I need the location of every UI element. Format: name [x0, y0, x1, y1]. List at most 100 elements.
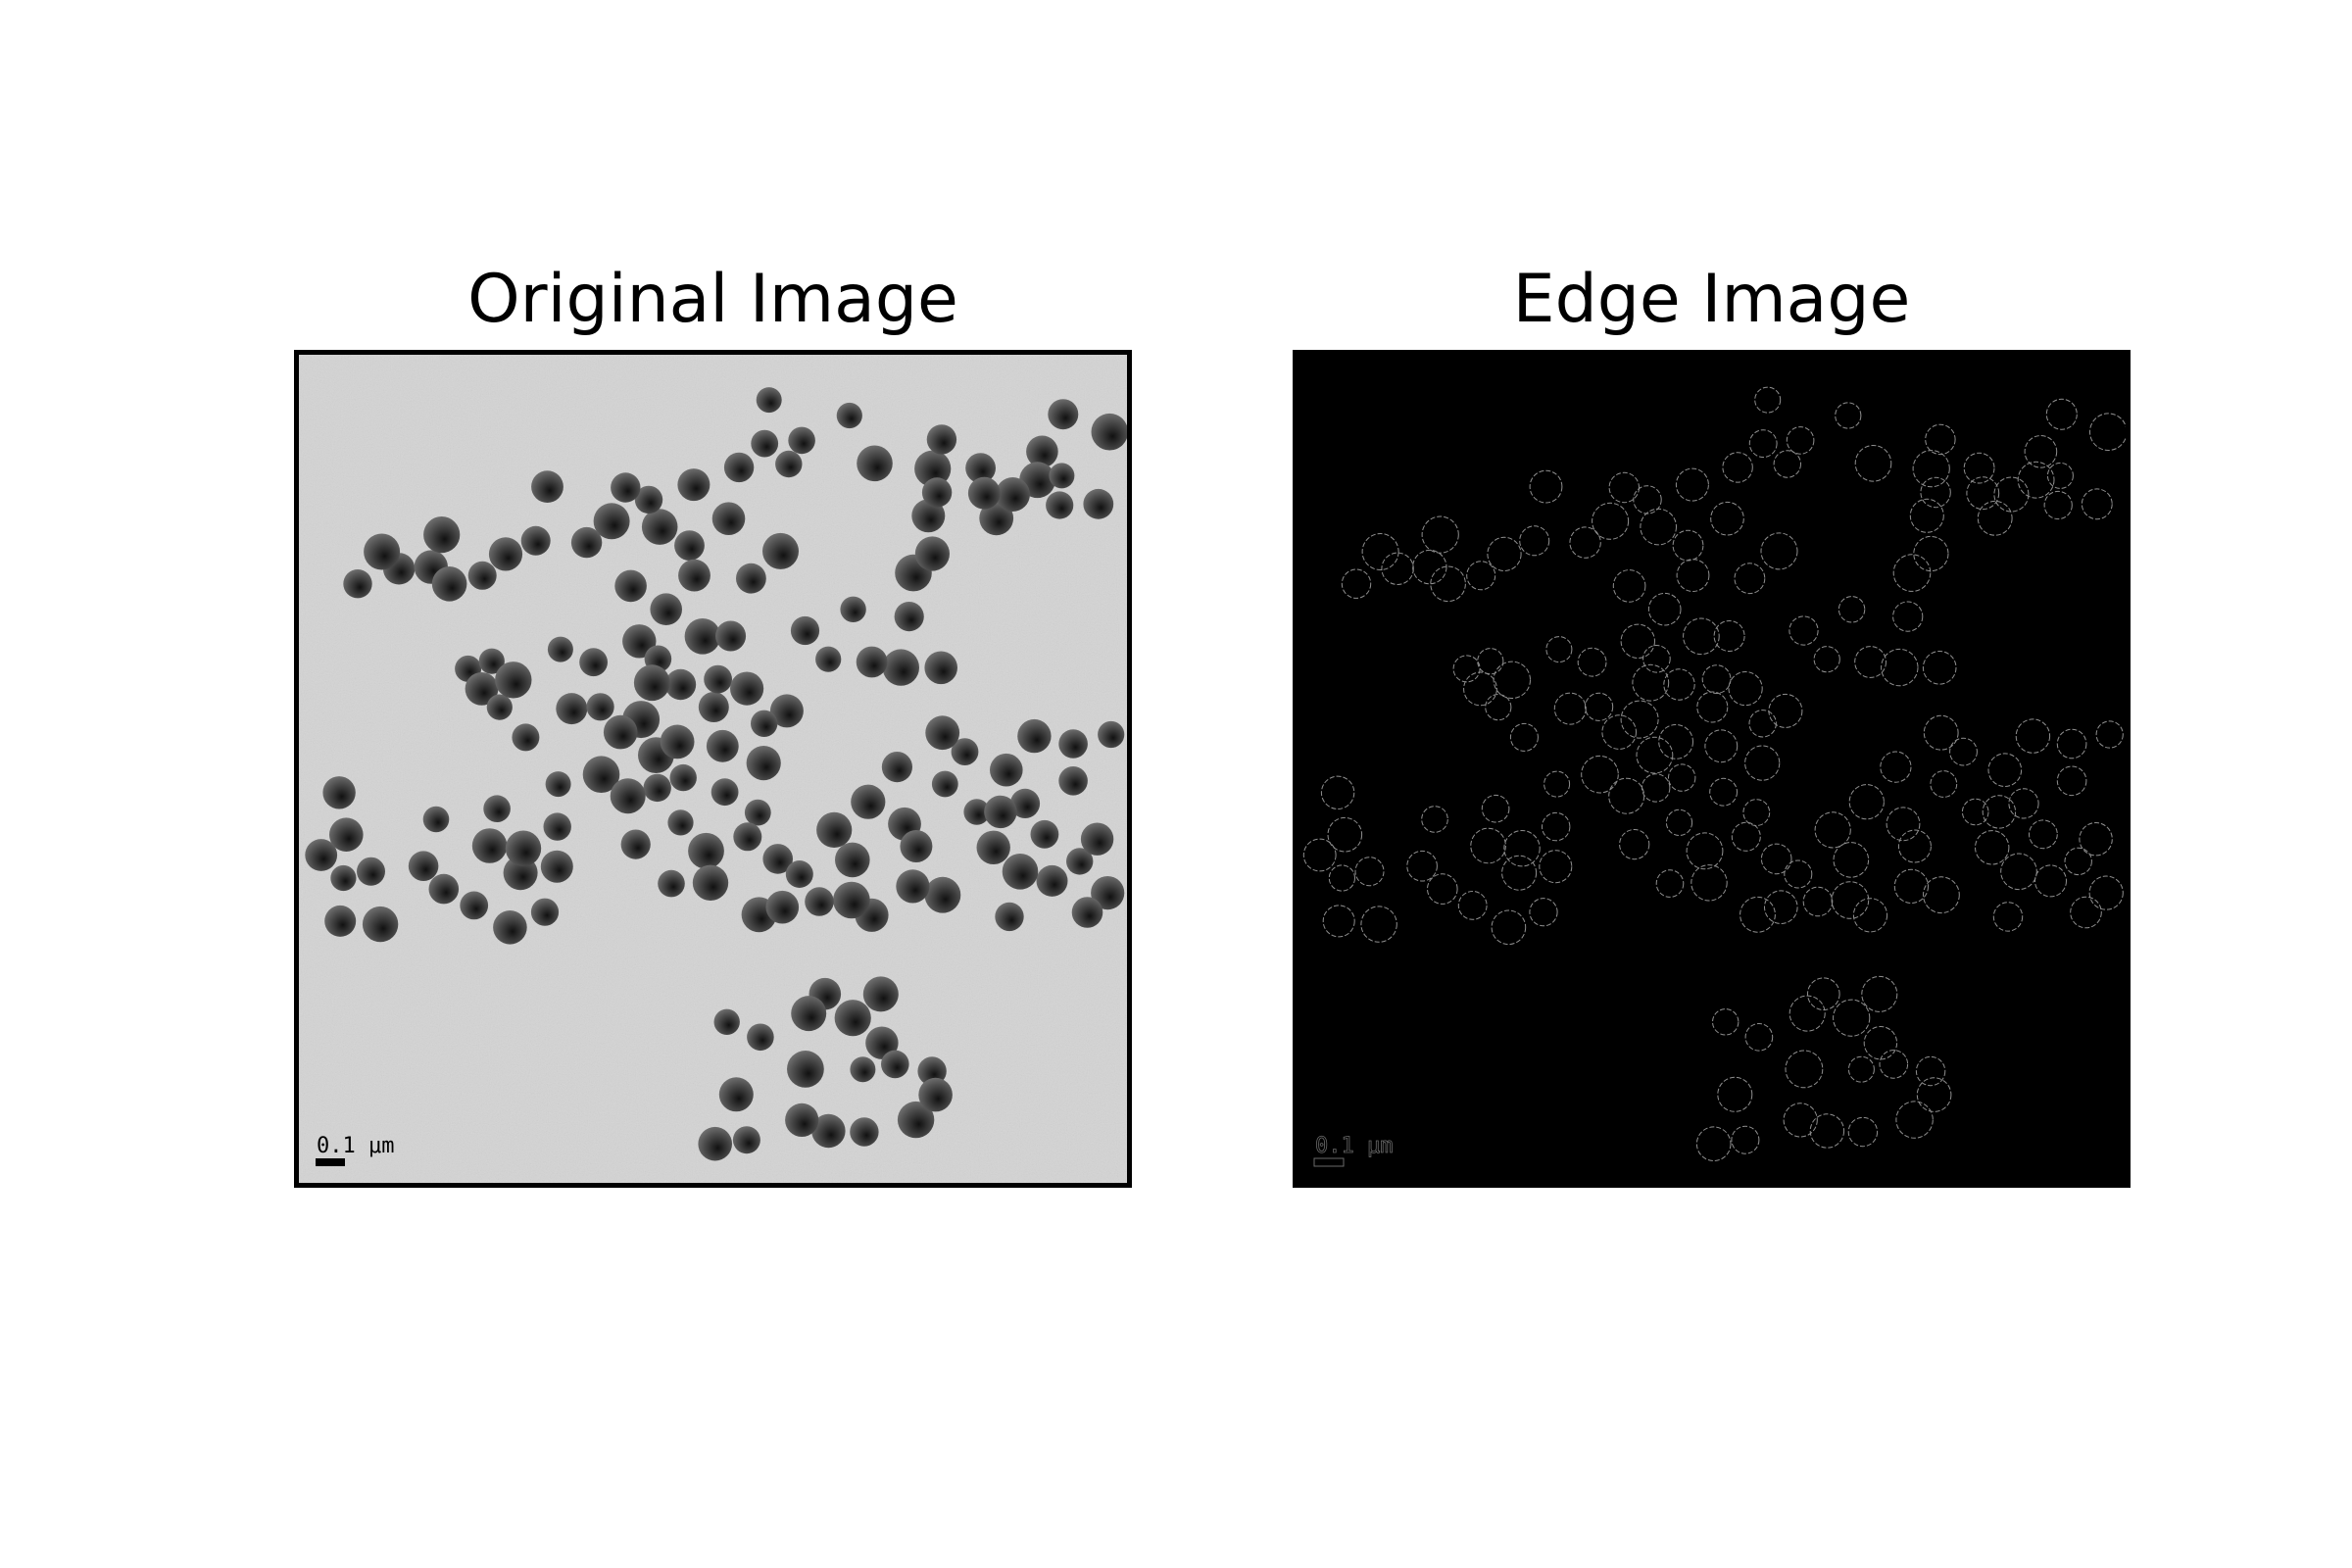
particle-edge: [1493, 661, 1532, 699]
nanoparticle: [931, 770, 958, 798]
particle-edge: [1636, 736, 1674, 774]
particle-edge: [1328, 864, 1356, 892]
nanoparticle: [684, 618, 721, 655]
particle-edge: [1748, 710, 1777, 738]
particle-edge: [2089, 413, 2126, 451]
original-micrograph: 0.1 μm: [299, 355, 1127, 1183]
particle-edge: [1569, 526, 1601, 559]
nanoparticle: [678, 559, 710, 592]
particle-edge: [1740, 896, 1776, 933]
particle-edge: [1327, 816, 1363, 853]
particle-edge: [1833, 999, 1871, 1037]
nanoparticle: [1049, 463, 1075, 489]
particle-edge: [1360, 906, 1397, 943]
nanoparticle: [790, 615, 820, 646]
nanoparticle: [460, 891, 489, 920]
particle-edge: [1477, 648, 1504, 675]
particle-edge: [1485, 694, 1512, 721]
nanoparticle: [643, 773, 671, 803]
particle-edge: [1529, 898, 1558, 927]
nanoparticle: [593, 503, 630, 540]
particle-edge: [1322, 905, 1355, 938]
nanoparticle: [692, 864, 729, 901]
nanoparticle: [664, 668, 697, 701]
particle-edge: [1897, 829, 1932, 863]
particle-edge: [1734, 563, 1766, 595]
particle-edge: [1620, 623, 1655, 659]
nanoparticle: [834, 1000, 871, 1037]
particle-edge: [2056, 765, 2087, 797]
particle-edge: [1975, 830, 2010, 865]
particle-edge: [2056, 728, 2087, 760]
particle-edge: [1920, 476, 1951, 509]
particle-edge: [1833, 842, 1870, 878]
particle-edge: [1760, 532, 1798, 570]
particle-edge: [1742, 799, 1771, 827]
particle-edge: [1361, 533, 1399, 570]
nanoparticle: [1080, 822, 1114, 856]
particle-edge: [1665, 808, 1693, 836]
edge-image-title: Edge Image: [1512, 261, 1911, 338]
nanoparticle: [641, 509, 678, 545]
nanoparticle: [984, 795, 1017, 829]
nanoparticle: [343, 569, 372, 599]
nanoparticle: [650, 593, 682, 625]
nanoparticle: [851, 784, 886, 819]
nanoparticle: [364, 533, 401, 570]
nanoparticle: [467, 561, 497, 590]
nanoparticle: [751, 429, 779, 458]
particle-edge: [1632, 663, 1670, 702]
particle-edge: [1701, 664, 1732, 695]
particle-edge: [1655, 869, 1685, 898]
nanoparticle: [911, 499, 946, 533]
nanoparticle: [698, 692, 729, 722]
particle-edge: [1529, 469, 1563, 504]
particle-edge: [1893, 868, 1930, 905]
nanoparticle: [900, 830, 933, 862]
nanoparticle: [963, 799, 990, 825]
nanoparticle: [856, 646, 888, 678]
nanoparticle: [736, 563, 766, 594]
particle-edge: [1470, 827, 1506, 864]
nanoparticle: [531, 470, 564, 503]
particle-edge: [1542, 811, 1571, 842]
particle-edge: [1491, 909, 1527, 946]
nanoparticle: [769, 694, 804, 728]
particle-edge: [1785, 1050, 1824, 1089]
nanoparticle: [512, 723, 540, 752]
particle-edge: [2095, 720, 2124, 749]
nanoparticle: [1058, 766, 1088, 796]
nanoparticle: [611, 472, 641, 503]
particle-edge: [1341, 568, 1372, 599]
particle-edge: [1709, 777, 1739, 807]
nanoparticle: [1058, 729, 1088, 759]
particle-edge: [1786, 426, 1815, 455]
particle-edge: [1642, 773, 1671, 803]
nanoparticle: [711, 502, 746, 535]
particle-edge: [1923, 876, 1960, 914]
particle-edge: [1773, 450, 1801, 478]
nanoparticle: [634, 485, 663, 514]
particle-edge: [1966, 476, 2000, 511]
particle-edge: [1539, 850, 1573, 884]
particle-edge: [2008, 788, 2039, 819]
particle-edge: [1728, 671, 1763, 707]
particle-edge: [1987, 753, 2023, 788]
nanoparticle: [556, 693, 588, 725]
nanoparticle: [857, 445, 893, 482]
nanoparticle-cluster: [305, 387, 1127, 1161]
nanoparticle: [422, 806, 450, 833]
particle-edge: [1912, 450, 1950, 488]
particle-edge: [2070, 896, 2102, 929]
nanoparticle: [540, 850, 573, 883]
nanoparticle: [897, 1101, 935, 1139]
nanoparticle: [882, 649, 919, 686]
nanoparticle: [1036, 864, 1068, 897]
particle-edge: [1545, 636, 1573, 663]
particle-edge: [1838, 596, 1866, 623]
nanoparticle: [423, 516, 461, 554]
particle-edge: [1412, 549, 1447, 585]
nanoparticle: [995, 477, 1030, 512]
nanoparticle: [965, 453, 996, 483]
nanoparticle: [990, 753, 1023, 787]
